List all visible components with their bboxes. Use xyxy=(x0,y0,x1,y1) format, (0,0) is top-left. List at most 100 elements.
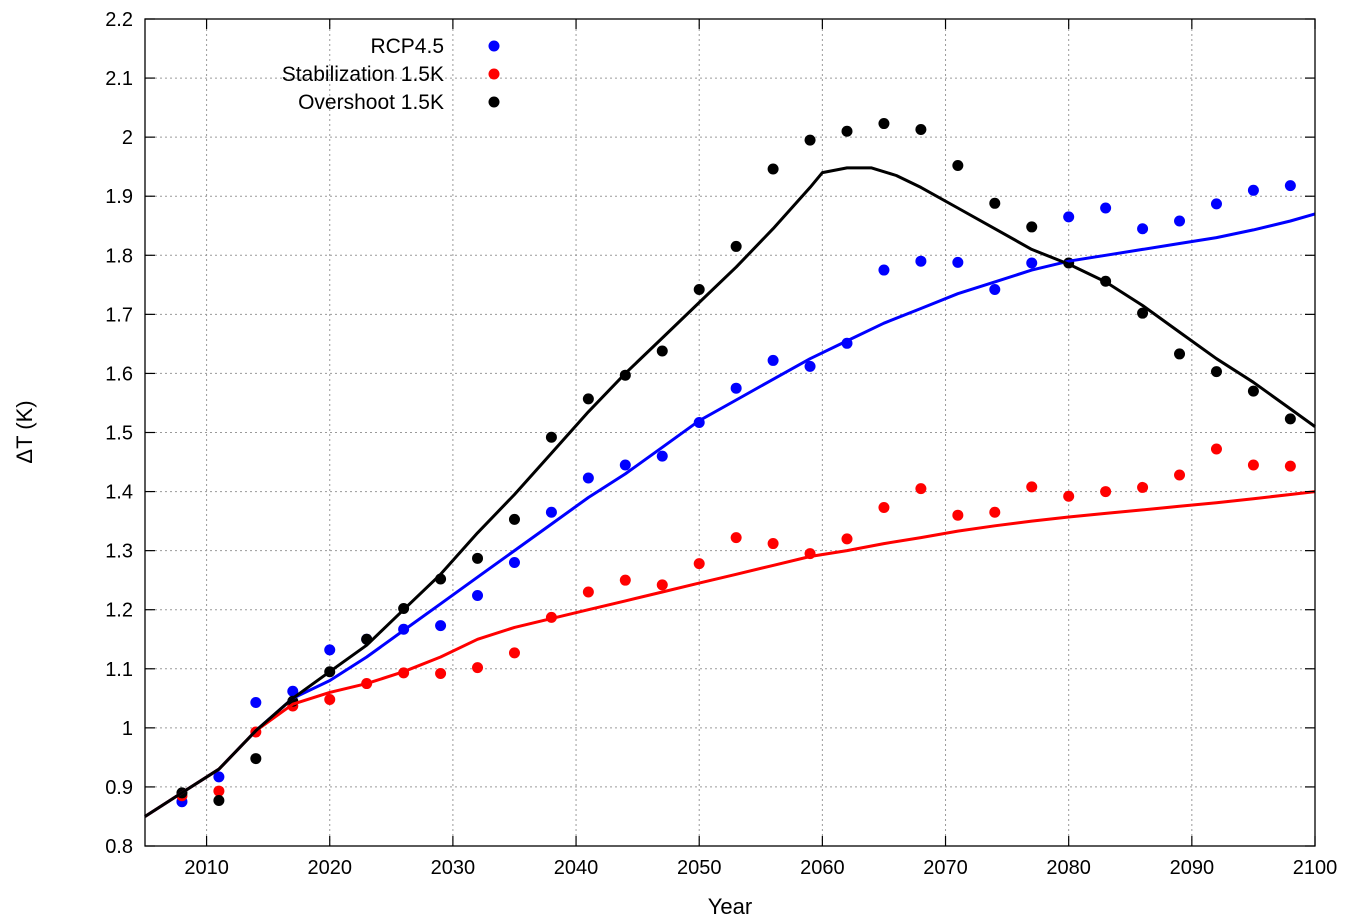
mean-point xyxy=(324,644,336,656)
mean-point xyxy=(841,125,853,137)
mean-point xyxy=(1174,348,1186,360)
mean-point xyxy=(989,284,1001,296)
mean-point xyxy=(1210,443,1222,455)
mean-point xyxy=(213,771,225,783)
mean-point xyxy=(1137,481,1149,493)
trend-curve xyxy=(144,490,1316,818)
mean-point xyxy=(582,472,594,484)
mean-point xyxy=(508,556,520,568)
x-axis-label: Year xyxy=(708,894,752,919)
mean-point xyxy=(915,123,927,135)
mean-point xyxy=(435,620,447,632)
mean-point xyxy=(582,393,594,405)
x-tick-label: 2070 xyxy=(923,857,968,879)
legend-marker xyxy=(488,68,500,80)
y-tick-label: 2 xyxy=(122,127,133,149)
trend-curves xyxy=(144,166,1316,818)
y-tick-label: 1.8 xyxy=(105,245,133,267)
x-tick-label: 2060 xyxy=(800,857,845,879)
x-tick-label: 2050 xyxy=(677,857,722,879)
y-tick-label: 1.5 xyxy=(105,423,133,445)
x-tick-label: 2100 xyxy=(1293,857,1338,879)
y-tick-label: 0.8 xyxy=(105,836,133,858)
legend-marker xyxy=(488,40,500,52)
mean-point xyxy=(730,240,742,252)
legend-label: Stabilization 1.5K xyxy=(282,63,444,86)
mean-point xyxy=(472,590,484,602)
y-tick-label: 1.1 xyxy=(105,659,133,681)
legend: RCP4.5 Stabilization 1.5K Overshoot 1.5K xyxy=(282,35,500,114)
mean-point xyxy=(878,264,890,276)
mean-point xyxy=(878,118,890,130)
mean-point xyxy=(250,753,262,765)
y-tick-label: 1.3 xyxy=(105,541,133,563)
mean-point xyxy=(1174,215,1186,227)
mean-point xyxy=(656,579,668,591)
mean-point xyxy=(508,513,520,525)
mean-point xyxy=(1100,202,1112,214)
mean-point xyxy=(1026,221,1038,233)
mean-point xyxy=(1247,459,1259,471)
mean-point xyxy=(472,552,484,564)
y-tick-label: 1.9 xyxy=(105,186,133,208)
y-tick-label: 1.7 xyxy=(105,304,133,326)
x-tick-label: 2010 xyxy=(184,857,229,879)
trend-curve xyxy=(144,212,1316,818)
x-tick-label: 2030 xyxy=(431,857,476,879)
mean-point xyxy=(693,558,705,570)
mean-point xyxy=(656,345,668,357)
mean-point xyxy=(472,662,484,674)
y-tick-label: 1.2 xyxy=(105,600,133,622)
mean-point xyxy=(582,586,594,598)
mean-point xyxy=(1063,211,1075,223)
mean-point xyxy=(804,134,816,146)
mean-point xyxy=(545,431,557,443)
mean-point xyxy=(1284,460,1296,472)
mean-point xyxy=(804,360,816,372)
grid-lines xyxy=(145,19,1315,846)
mean-point xyxy=(1026,257,1038,269)
y-tick-label: 0.9 xyxy=(105,777,133,799)
mean-point xyxy=(730,382,742,394)
mean-point xyxy=(324,694,336,706)
mean-point xyxy=(1284,180,1296,192)
mean-point xyxy=(1210,198,1222,210)
mean-point xyxy=(952,256,964,268)
mean-point xyxy=(1284,413,1296,425)
mean-point xyxy=(767,354,779,366)
y-tick-label: 2.2 xyxy=(105,9,133,31)
mean-point xyxy=(250,696,262,708)
y-tick-label: 1 xyxy=(122,718,133,740)
scatter-points xyxy=(176,118,1296,808)
mean-point xyxy=(213,795,225,807)
mean-point xyxy=(915,483,927,495)
x-tick-label: 2040 xyxy=(554,857,599,879)
mean-point xyxy=(287,685,299,697)
mean-point xyxy=(1137,307,1149,319)
x-axis-ticks: 2010 2020 2030 2040 2050 2060 2070 2080 2090 2100 xyxy=(184,19,1337,879)
mean-point xyxy=(213,785,225,797)
mean-point xyxy=(767,163,779,175)
mean-point xyxy=(952,509,964,521)
mean-point xyxy=(1026,481,1038,493)
mean-point xyxy=(1137,223,1149,235)
mean-point xyxy=(619,459,631,471)
mean-point xyxy=(878,502,890,514)
mean-point xyxy=(915,255,927,267)
mean-point xyxy=(767,538,779,550)
legend-label: Overshoot 1.5K xyxy=(298,91,444,114)
mean-point xyxy=(545,506,557,518)
mean-point xyxy=(989,506,1001,518)
mean-point xyxy=(1247,184,1259,196)
x-tick-label: 2090 xyxy=(1170,857,1215,879)
mean-point xyxy=(1247,385,1259,397)
mean-point xyxy=(730,532,742,544)
mean-point xyxy=(508,647,520,659)
mean-point xyxy=(1210,366,1222,378)
y-tick-label: 1.4 xyxy=(105,482,133,504)
mean-point xyxy=(435,668,447,680)
x-tick-label: 2020 xyxy=(307,857,352,879)
y-tick-label: 2.1 xyxy=(105,68,133,90)
mean-point xyxy=(693,284,705,296)
